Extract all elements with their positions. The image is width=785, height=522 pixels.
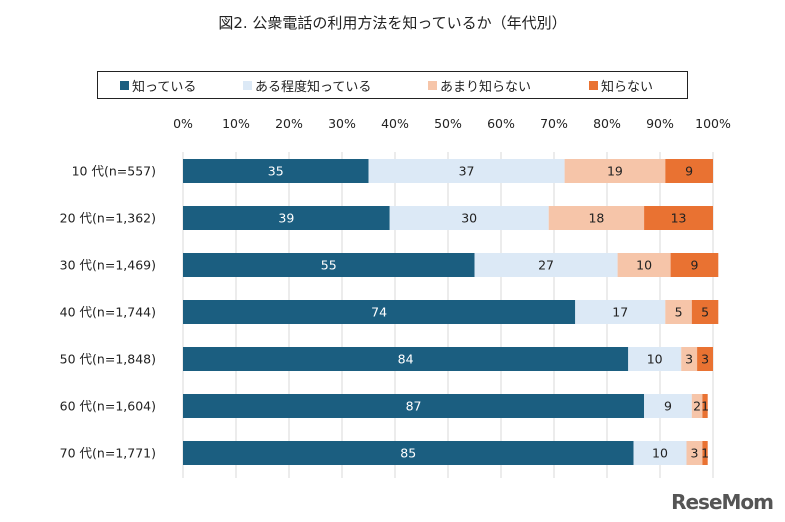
x-tick-label: 80% <box>593 116 621 131</box>
data-label: 37 <box>459 164 475 179</box>
bar-segment <box>183 159 369 183</box>
data-label: 1 <box>701 399 709 414</box>
data-label: 1 <box>701 446 709 461</box>
x-tick-label: 10% <box>222 116 250 131</box>
y-category-label: 70 代(n=1,771) <box>60 446 156 461</box>
bar-segment <box>368 159 565 183</box>
bar-segment <box>548 206 645 230</box>
data-label: 35 <box>268 164 284 179</box>
legend-item-dont-know: 知らない <box>589 76 653 95</box>
bar-segment <box>691 300 719 324</box>
bar-segment <box>670 253 719 277</box>
legend-label: 知らない <box>601 79 654 95</box>
y-category-label: 30 代(n=1,469) <box>60 258 156 273</box>
y-category-label: 40 代(n=1,744) <box>60 305 156 320</box>
x-tick-label: 100% <box>695 116 731 131</box>
legend-swatch <box>243 80 252 90</box>
bar-segment <box>665 159 713 183</box>
legend-label: ある程度知っている <box>255 79 372 95</box>
legend-swatch <box>589 80 598 90</box>
data-label: 74 <box>371 305 387 320</box>
legend-label: あまり知らない <box>440 79 532 95</box>
y-category-label: 60 代(n=1,604) <box>60 399 156 414</box>
bar-segment <box>183 300 576 324</box>
bar-segment <box>697 347 713 371</box>
legend-label: 知っている <box>132 79 197 95</box>
x-tick-label: 30% <box>328 116 356 131</box>
data-label: 87 <box>406 399 422 414</box>
bar-segment <box>183 206 390 230</box>
x-tick-label: 40% <box>381 116 409 131</box>
bar-segment <box>644 206 713 230</box>
watermark-logo: ReseMom <box>671 490 774 514</box>
legend-item-know: 知っている <box>120 76 196 95</box>
bar-segment <box>183 347 629 371</box>
x-tick-label: 60% <box>487 116 515 131</box>
y-category-label: 50 代(n=1,848) <box>60 352 156 367</box>
x-tick-label: 90% <box>646 116 674 131</box>
legend-item-somewhat-know: ある程度知っている <box>243 76 371 95</box>
legend: 知っている ある程度知っている あまり知らない 知らない <box>97 71 688 99</box>
x-tick-label: 0% <box>173 116 193 131</box>
data-label: 9 <box>690 258 698 273</box>
chart-title: 図2. 公衆電話の利用方法を知っているか（年代別） <box>218 14 567 32</box>
y-category-label: 20 代(n=1,362) <box>60 211 156 226</box>
data-label: 3 <box>685 352 693 367</box>
legend-swatch <box>428 80 437 90</box>
data-label: 10 <box>636 258 652 273</box>
data-label: 17 <box>612 305 628 320</box>
bar-segment <box>564 159 666 183</box>
data-label: 84 <box>398 352 414 367</box>
bar-segment <box>389 206 549 230</box>
data-label: 19 <box>607 164 623 179</box>
data-label: 3 <box>701 352 709 367</box>
data-label: 10 <box>652 446 668 461</box>
bar-segment <box>702 441 708 465</box>
bar-segment <box>183 253 475 277</box>
y-category-label: 10 代(n=557) <box>72 164 156 179</box>
data-label: 9 <box>664 399 672 414</box>
legend-swatch <box>120 80 129 90</box>
x-tick-label: 70% <box>540 116 568 131</box>
data-label: 85 <box>400 446 416 461</box>
bar-segment <box>183 441 634 465</box>
bar-segment <box>628 347 682 371</box>
data-label: 13 <box>671 211 687 226</box>
data-label: 5 <box>701 305 709 320</box>
data-label: 30 <box>461 211 477 226</box>
x-tick-label: 20% <box>275 116 303 131</box>
bar-segment <box>702 394 708 418</box>
bar-segment <box>183 394 645 418</box>
bar-segment <box>644 394 692 418</box>
data-label: 5 <box>675 305 683 320</box>
x-tick-label: 50% <box>434 116 462 131</box>
bar-segment <box>691 394 703 418</box>
data-label: 10 <box>647 352 663 367</box>
data-label: 9 <box>685 164 693 179</box>
data-label: 55 <box>321 258 337 273</box>
data-label: 2 <box>693 399 701 414</box>
bar-segment <box>474 253 618 277</box>
data-label: 39 <box>278 211 294 226</box>
data-label: 27 <box>538 258 554 273</box>
bar-segment <box>681 347 698 371</box>
bar-segment <box>575 300 666 324</box>
bar-segment <box>686 441 703 465</box>
bar-segment <box>617 253 671 277</box>
bar-segment <box>633 441 687 465</box>
data-label: 3 <box>690 446 698 461</box>
bar-segment <box>665 300 692 324</box>
legend-item-barely-know: あまり知らない <box>428 76 531 95</box>
data-label: 18 <box>588 211 604 226</box>
